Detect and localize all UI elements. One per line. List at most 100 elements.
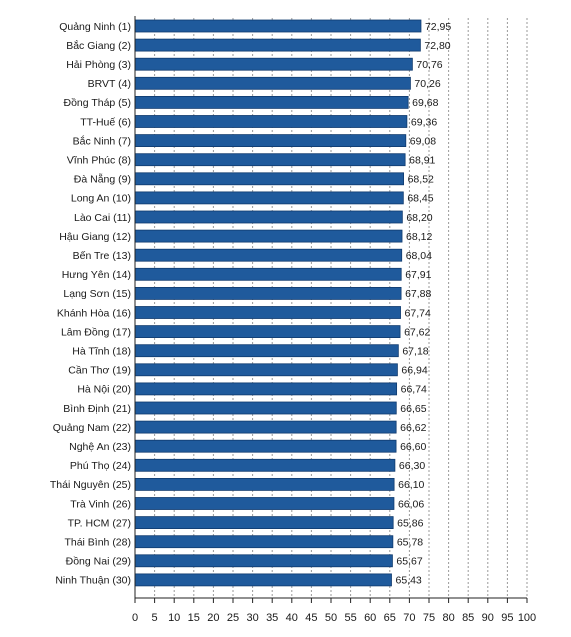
value-label: 70,76 — [416, 59, 442, 71]
value-label: 66,60 — [400, 441, 426, 453]
category-label: Đồng Tháp (5) — [63, 97, 131, 109]
x-tick-label: 55 — [344, 612, 356, 624]
value-label: 68,12 — [406, 231, 432, 243]
value-label: 67,88 — [405, 288, 431, 300]
category-label: Nghệ An (23) — [69, 441, 131, 453]
bar — [134, 325, 401, 339]
value-label: 66,10 — [398, 479, 424, 491]
category-label: Cần Thơ (19) — [68, 365, 131, 377]
bar — [134, 306, 401, 319]
x-tick-label: 70 — [403, 612, 415, 624]
category-label: Long An (10) — [71, 193, 131, 205]
category-label: Đà Nẵng (9) — [74, 173, 131, 186]
bar — [134, 19, 422, 33]
category-label: Khánh Hòa (16) — [57, 307, 131, 319]
value-label: 66,62 — [400, 422, 426, 434]
bar — [134, 248, 403, 262]
bar — [134, 286, 402, 300]
x-tick-label: 75 — [423, 612, 435, 624]
value-label: 65,43 — [395, 575, 421, 587]
value-label: 68,91 — [409, 155, 435, 167]
axes: 0 5 10 15 20 25 30 35 40 45 50 55 60 65 70 75 80 85 90 95 10… — [132, 16, 536, 624]
bar — [134, 439, 397, 453]
value-label: 72,95 — [425, 21, 451, 33]
category-label: TP. HCM (27) — [68, 517, 131, 529]
value-label: 70,26 — [414, 78, 440, 90]
bar — [134, 573, 392, 587]
value-label: 67,62 — [404, 326, 430, 338]
bar — [134, 76, 411, 90]
x-tick-label: 0 — [132, 612, 138, 624]
value-label: 72,80 — [424, 40, 450, 52]
bar — [134, 554, 393, 568]
x-tick-label: 65 — [384, 612, 396, 624]
value-label: 65,67 — [396, 556, 422, 568]
value-label: 66,94 — [401, 365, 427, 377]
bar — [134, 229, 403, 243]
bars: Quảng Ninh (1) 72,95 Bắc Giang (2) 72,80 Hải… — [50, 19, 451, 587]
bar — [134, 57, 413, 71]
value-label: 69,36 — [411, 116, 437, 128]
x-tick-label: 85 — [462, 612, 474, 624]
value-label: 68,45 — [407, 193, 433, 205]
value-label: 68,20 — [406, 212, 432, 224]
value-label: 65,78 — [397, 537, 423, 549]
category-label: Bình Định (21) — [63, 403, 131, 415]
bar — [134, 344, 399, 358]
category-label: Đồng Nai (29) — [66, 556, 131, 568]
x-tick-label: 35 — [266, 612, 278, 624]
bar — [134, 363, 398, 377]
category-label: TT-Huế (6) — [80, 116, 131, 128]
bar — [134, 115, 408, 128]
category-label: Lào Cai (11) — [74, 212, 131, 224]
value-label: 65,86 — [397, 517, 423, 529]
bar — [134, 172, 404, 186]
bar — [134, 516, 394, 529]
bar — [134, 153, 406, 167]
x-tick-label: 60 — [364, 612, 376, 624]
category-label: Trà Vinh (26) — [70, 498, 131, 510]
x-tick-label: 45 — [305, 612, 317, 624]
bar — [134, 497, 395, 510]
bar — [134, 134, 407, 148]
category-label: Hậu Giang (12) — [59, 231, 131, 243]
category-label: Quảng Ninh (1) — [59, 21, 131, 33]
value-label: 69,08 — [410, 135, 436, 147]
x-tick-label: 90 — [482, 612, 494, 624]
value-label: 69,68 — [412, 97, 438, 109]
value-label: 68,04 — [406, 250, 432, 262]
value-label: 66,74 — [401, 384, 427, 396]
value-label: 66,30 — [399, 460, 425, 472]
category-label: Bắc Giang (2) — [66, 39, 131, 52]
bar — [134, 458, 396, 472]
x-tick-label: 15 — [188, 612, 200, 624]
x-tick-label: 40 — [286, 612, 298, 624]
bar — [134, 191, 404, 205]
category-label: Thái Bình (28) — [64, 537, 131, 549]
bar — [134, 477, 395, 491]
x-tick-label: 25 — [227, 612, 239, 624]
category-label: Hà Nội (20) — [77, 384, 131, 396]
bar — [134, 382, 398, 396]
category-label: Quảng Nam (22) — [53, 422, 131, 434]
category-label: Ninh Thuận (30) — [55, 575, 131, 587]
x-tick-label: 5 — [152, 612, 158, 624]
value-label: 67,74 — [405, 307, 431, 319]
category-label: Phú Thọ (24) — [70, 460, 131, 472]
bar — [134, 401, 397, 415]
bar — [134, 267, 402, 281]
x-tick-label: 50 — [325, 612, 337, 624]
category-label: Hà Tĩnh (18) — [72, 346, 131, 358]
category-label: Hưng Yên (14) — [62, 269, 131, 281]
bar — [134, 38, 421, 52]
value-label: 67,18 — [402, 346, 428, 358]
value-label: 67,91 — [405, 269, 431, 281]
x-tick-label: 30 — [246, 612, 258, 624]
category-label: Lâm Đồng (17) — [61, 326, 131, 338]
category-label: Bắc Ninh (7) — [73, 134, 131, 147]
x-tick-label: 95 — [501, 612, 513, 624]
bar — [134, 210, 403, 224]
value-label: 66,65 — [400, 403, 426, 415]
